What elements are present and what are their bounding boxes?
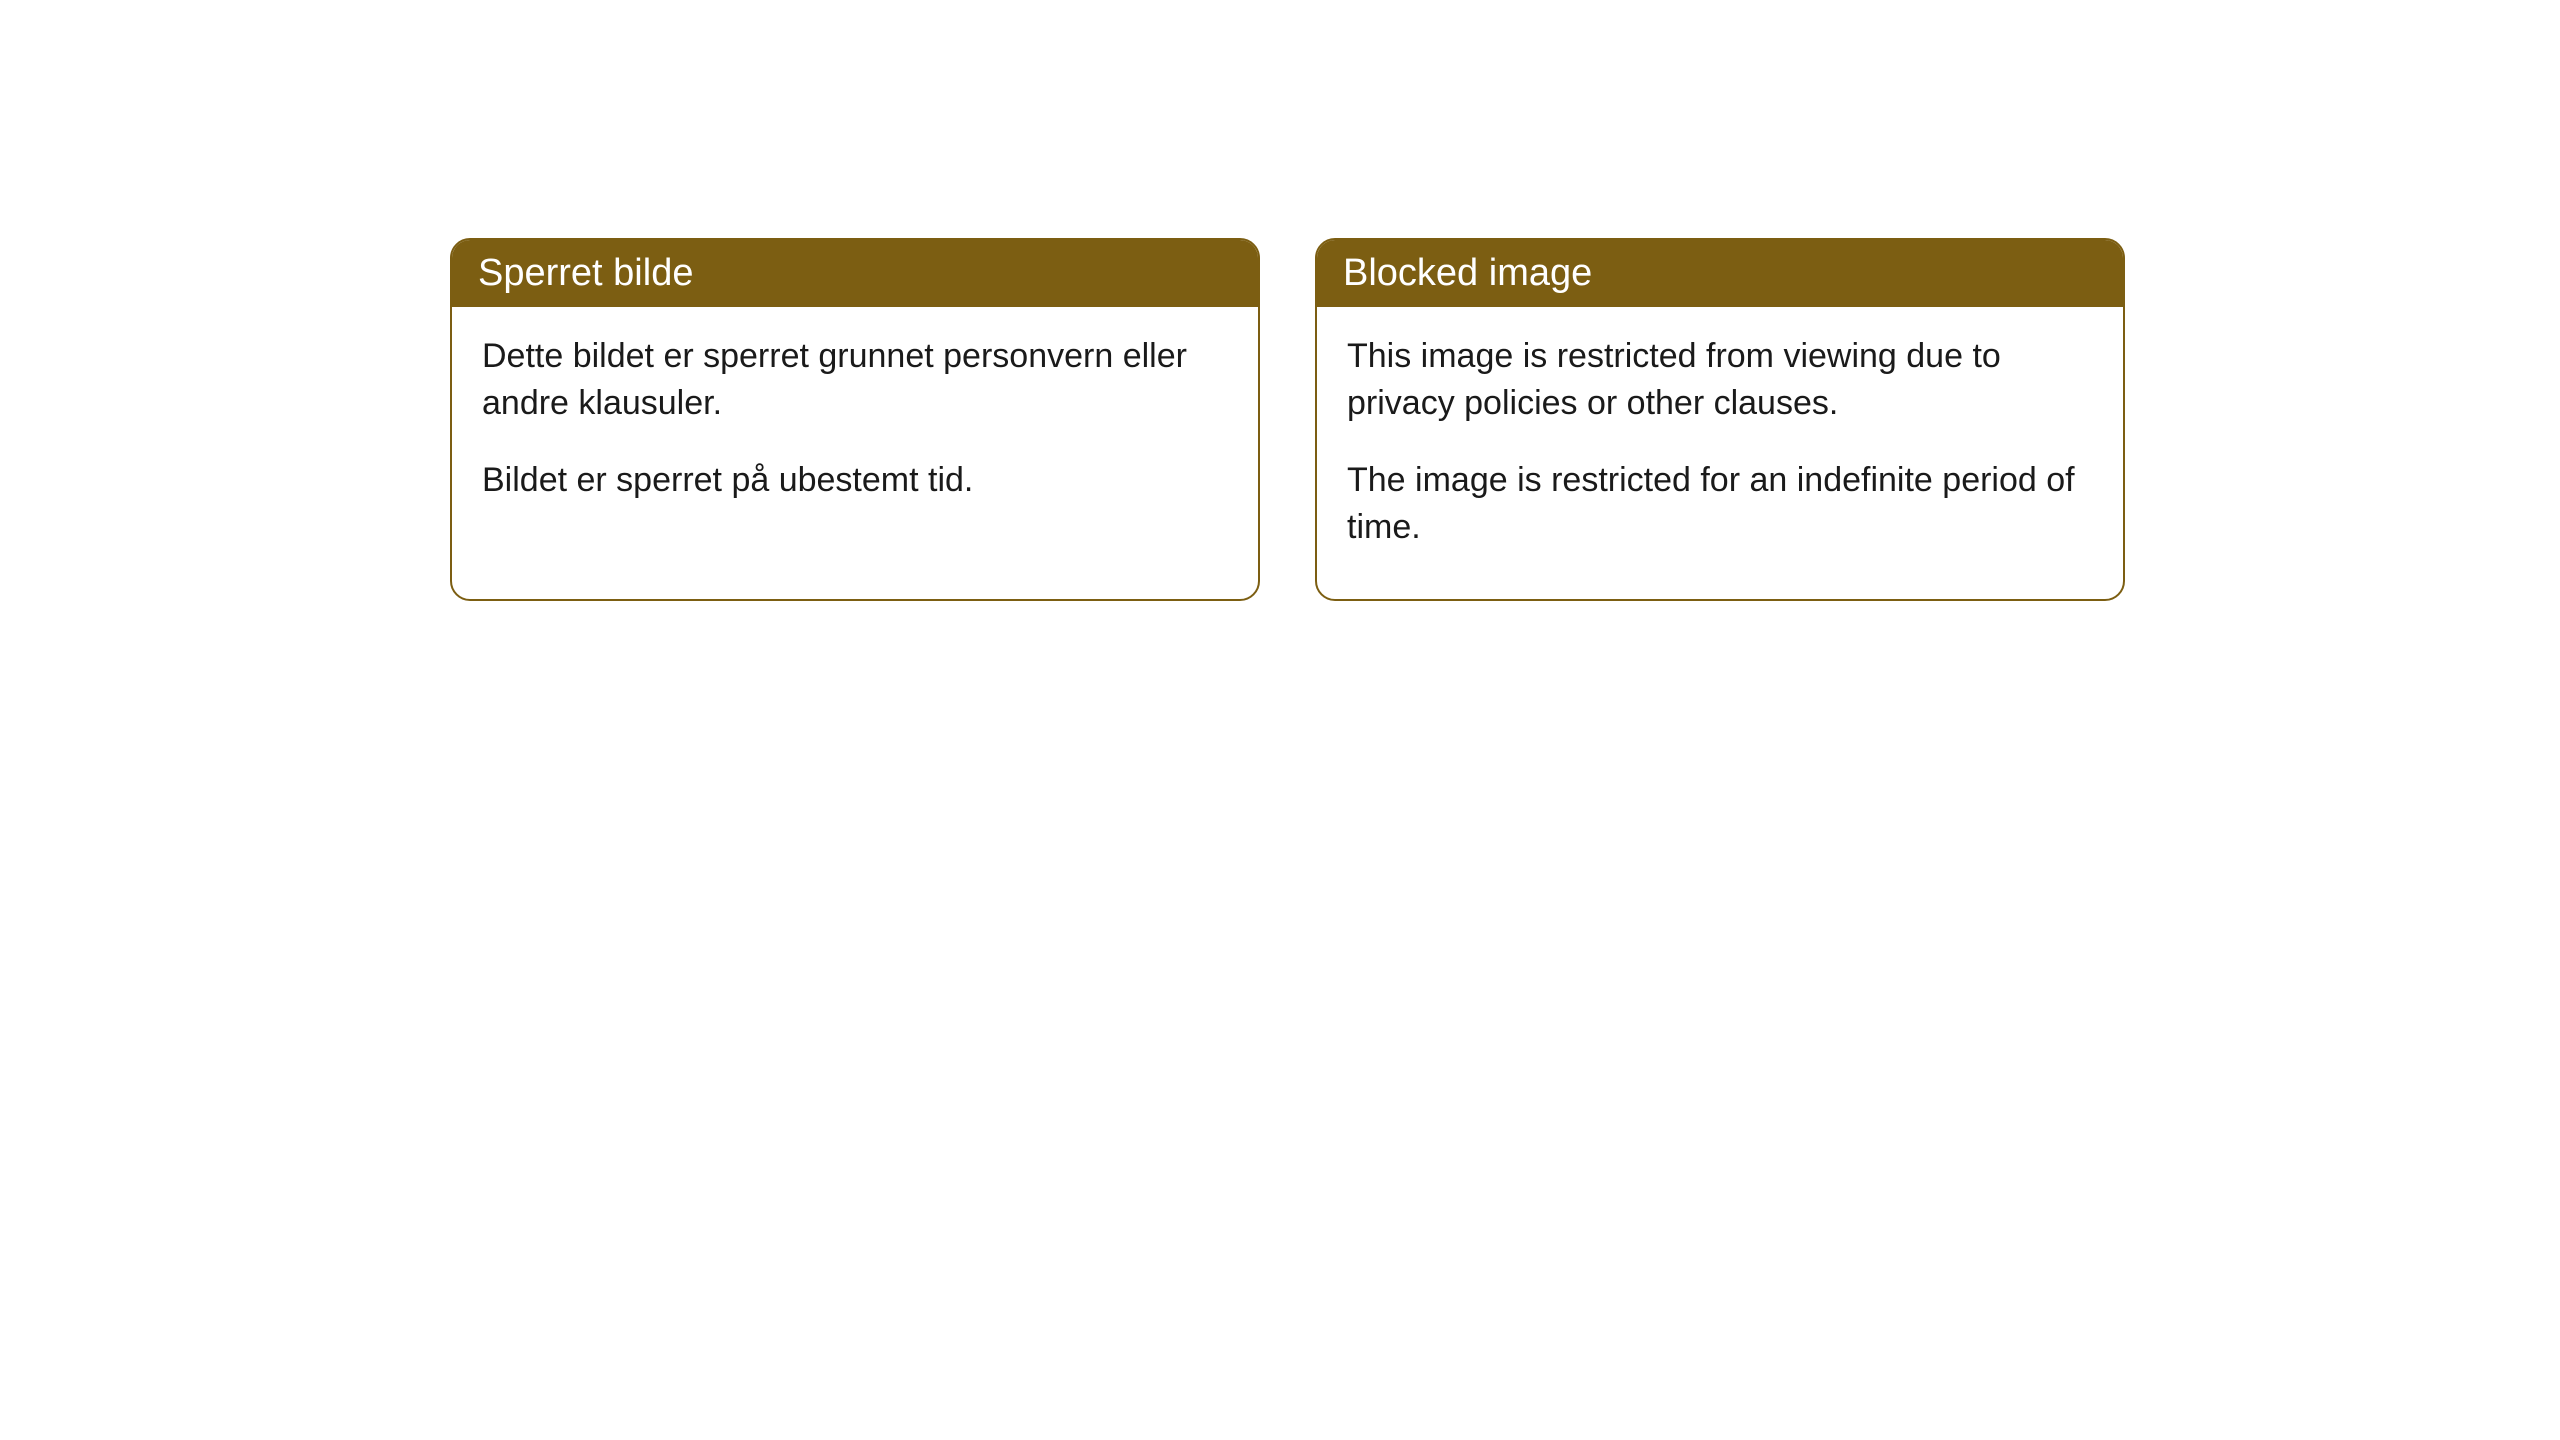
reason-text-no: Dette bildet er sperret grunnet personve… [482,333,1228,427]
duration-text-en: The image is restricted for an indefinit… [1347,457,2093,551]
blocked-image-card-no: Sperret bilde Dette bildet er sperret gr… [450,238,1260,601]
reason-text-en: This image is restricted from viewing du… [1347,333,2093,427]
blocked-image-card-en: Blocked image This image is restricted f… [1315,238,2125,601]
card-header-en: Blocked image [1317,240,2123,307]
card-body-no: Dette bildet er sperret grunnet personve… [452,307,1258,552]
card-header-no: Sperret bilde [452,240,1258,307]
duration-text-no: Bildet er sperret på ubestemt tid. [482,457,1228,504]
notice-container: Sperret bilde Dette bildet er sperret gr… [0,0,2560,601]
card-body-en: This image is restricted from viewing du… [1317,307,2123,599]
